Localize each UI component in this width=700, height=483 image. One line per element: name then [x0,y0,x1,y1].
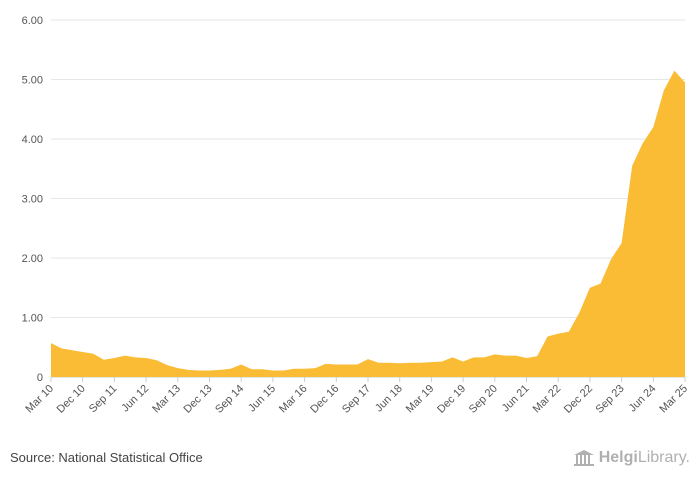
series-area-fill [51,70,685,377]
library-building-icon [573,450,594,466]
x-tick-label: Mar 10 [23,383,56,416]
y-axis-ticks: 0 1.00 2.00 3.00 4.00 5.00 6.00 [22,15,43,384]
x-tick-label: Mar 19 [404,383,437,416]
x-tick-label: Sep 14 [213,383,246,416]
y-tick-label: 0 [37,372,43,384]
x-tick-label: Dec 10 [55,383,88,416]
x-tick-label: Mar 16 [277,383,310,416]
x-tick-label: Dec 16 [308,383,341,416]
logo-text-bold: Helgi [598,449,638,466]
y-tick-label: 5.00 [22,75,43,87]
x-tick-label: Dec 13 [181,383,214,416]
x-tick-label: Sep 23 [594,383,627,416]
gridlines [51,19,685,378]
x-tick-label: Jun 18 [373,383,405,415]
y-tick-label: 3.00 [22,194,43,206]
x-tick-label: Dec 19 [435,383,468,416]
x-tick-label: Mar 22 [531,383,564,416]
y-tick-label: 4.00 [22,134,43,146]
source-note: Source: National Statistical Office [10,450,203,465]
x-tick-label: Jun 21 [500,383,532,415]
x-tick-label: Dec 22 [562,383,595,416]
helgi-library-logo[interactable]: HelgiLibrary. [573,449,690,467]
x-tick-label: Sep 17 [340,383,373,416]
x-tick-label: Jun 12 [119,383,151,415]
series-area [51,70,685,377]
x-tick-label: Mar 25 [657,383,690,416]
x-tick-label: Mar 13 [150,383,183,416]
x-tick-label: Jun 15 [246,383,278,415]
x-tick-label: Jun 24 [627,383,659,415]
y-tick-label: 2.00 [22,253,43,265]
x-tick-label: Sep 11 [87,383,120,416]
y-tick-label: 6.00 [22,15,43,27]
logo-text-light: Library. [637,449,690,466]
y-tick-label: 1.00 [22,313,43,325]
x-tick-label: Sep 20 [467,383,500,416]
